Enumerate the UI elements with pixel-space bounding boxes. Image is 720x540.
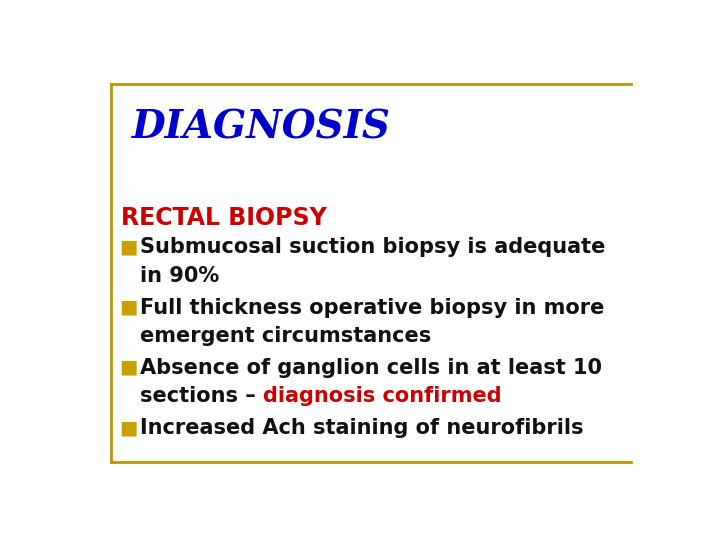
Text: in 90%: in 90% xyxy=(140,266,220,286)
Text: Full thickness operative biopsy in more: Full thickness operative biopsy in more xyxy=(140,298,605,318)
Text: Increased Ach staining of neurofibrils: Increased Ach staining of neurofibrils xyxy=(140,418,584,438)
Text: emergent circumstances: emergent circumstances xyxy=(140,326,431,346)
Text: Submucosal suction biopsy is adequate: Submucosal suction biopsy is adequate xyxy=(140,238,606,258)
Text: diagnosis confirmed: diagnosis confirmed xyxy=(264,386,502,406)
Text: ■: ■ xyxy=(119,238,138,256)
Text: ■: ■ xyxy=(119,358,138,377)
Text: ■: ■ xyxy=(119,298,138,316)
Text: ■: ■ xyxy=(119,418,138,437)
Text: Absence of ganglion cells in at least 10: Absence of ganglion cells in at least 10 xyxy=(140,358,602,378)
Text: sections –: sections – xyxy=(140,386,264,406)
Text: RECTAL BIOPSY: RECTAL BIOPSY xyxy=(121,206,327,230)
Text: DIAGNOSIS: DIAGNOSIS xyxy=(132,109,391,146)
